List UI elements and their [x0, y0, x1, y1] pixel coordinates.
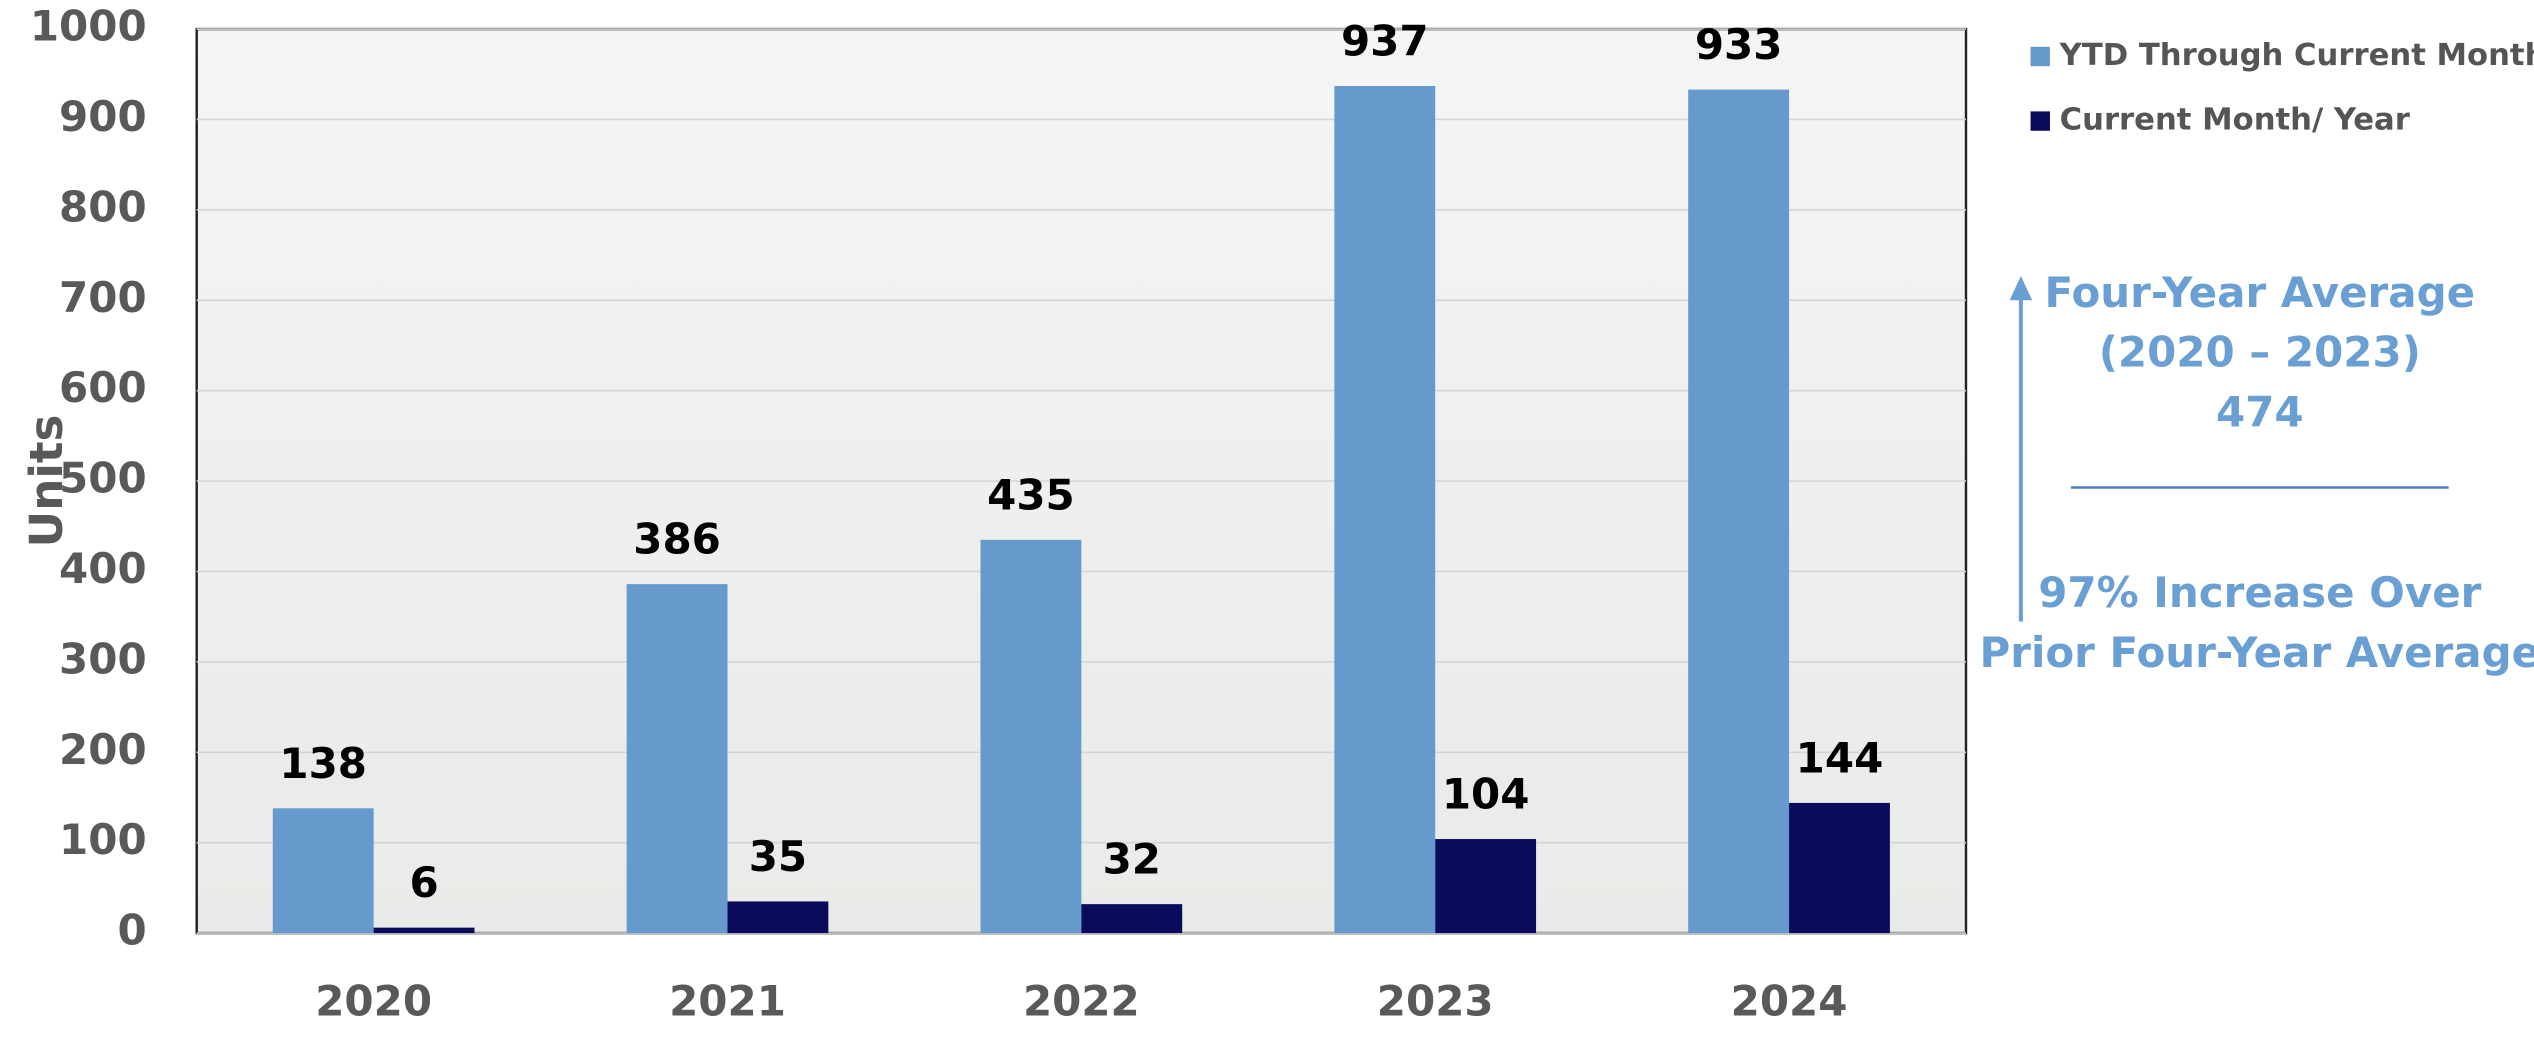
- annotation: 97% Increase Over: [2038, 568, 2481, 617]
- data-label: 35: [749, 832, 807, 881]
- data-label: 138: [279, 739, 367, 788]
- bar: [1081, 904, 1182, 933]
- chart: Units 0100200300400500600700800900100020…: [0, 0, 2534, 1038]
- annotation: 474: [2216, 387, 2304, 436]
- x-tick-label: 2022: [1023, 977, 1140, 1026]
- y-tick-label: 300: [59, 634, 147, 683]
- y-tick-label: 700: [59, 273, 147, 322]
- annotation: Four-Year Average: [2045, 268, 2476, 317]
- legend-swatch: [2031, 47, 2050, 66]
- data-label: 937: [1341, 17, 1429, 66]
- bar: [1688, 90, 1789, 933]
- y-tick-label: 900: [59, 92, 147, 141]
- y-tick-label: 200: [59, 725, 147, 774]
- data-label: 6: [409, 858, 438, 907]
- bar: [273, 808, 374, 933]
- x-tick-label: 2020: [315, 977, 432, 1026]
- annotation: (2020 – 2023): [2099, 328, 2421, 377]
- bar: [727, 901, 828, 933]
- legend-label: Current Month/ Year: [2060, 103, 2411, 138]
- annotation: Prior Four-Year Average: [1980, 628, 2534, 677]
- bar: [1789, 803, 1890, 933]
- y-tick-label: 800: [59, 182, 147, 231]
- data-label: 933: [1695, 20, 1783, 69]
- legend-swatch: [2031, 111, 2050, 130]
- data-label: 386: [633, 515, 721, 564]
- bar: [627, 584, 728, 933]
- annotation-arrowhead: [2010, 276, 2033, 300]
- bar: [1435, 839, 1536, 933]
- y-tick-label: 1000: [30, 2, 147, 51]
- y-tick-label: 0: [117, 906, 146, 955]
- data-label: 32: [1103, 835, 1161, 884]
- x-tick-label: 2021: [669, 977, 786, 1026]
- x-tick-label: 2024: [1731, 977, 1848, 1026]
- y-tick-label: 100: [59, 815, 147, 864]
- bar: [981, 540, 1082, 933]
- x-tick-label: 2023: [1377, 977, 1494, 1026]
- data-label: 144: [1796, 733, 1884, 782]
- legend-label: YTD Through Current Month: [2059, 38, 2534, 73]
- y-tick-label: 400: [59, 544, 147, 593]
- y-tick-label: 600: [59, 363, 147, 412]
- data-label: 104: [1442, 770, 1530, 819]
- y-tick-label: 500: [59, 454, 147, 503]
- data-label: 435: [987, 470, 1075, 519]
- bar: [374, 928, 475, 933]
- bar: [1334, 86, 1435, 933]
